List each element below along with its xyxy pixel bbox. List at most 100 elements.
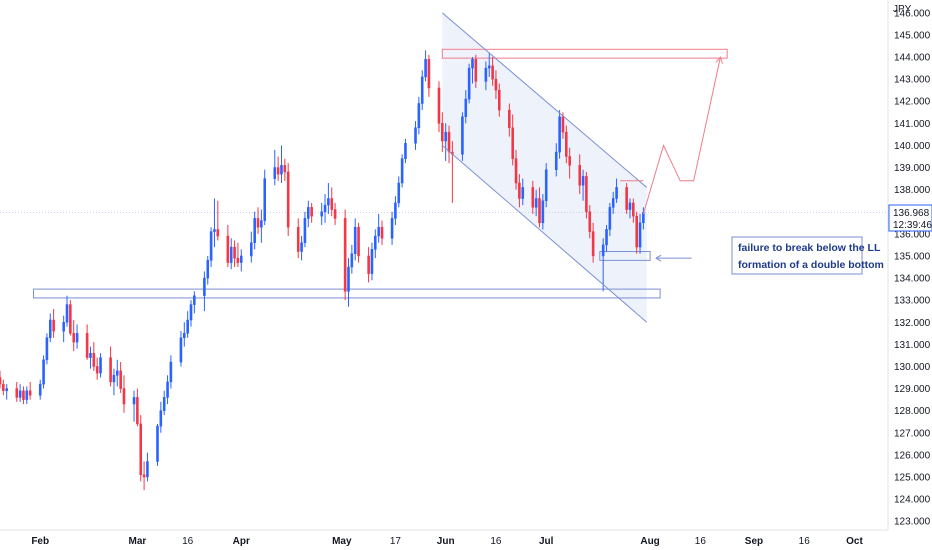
candle-body <box>374 235 377 250</box>
candle-body <box>491 65 494 80</box>
current-price-value: 136.968 <box>893 208 930 219</box>
x-tick-label: Aug <box>640 536 659 547</box>
candle-body <box>136 397 139 425</box>
candle-body <box>521 187 525 199</box>
candle-body <box>437 87 441 124</box>
projection-path <box>642 56 721 215</box>
candle <box>300 236 303 261</box>
candle-body <box>273 167 277 179</box>
candle <box>139 415 143 482</box>
annotation-box: failure to break below the LL formation … <box>731 236 884 275</box>
candle <box>638 213 642 254</box>
candle <box>203 271 206 312</box>
candle <box>494 70 498 100</box>
candle-body <box>538 198 541 224</box>
candle-body <box>568 156 571 166</box>
candle <box>38 379 42 400</box>
candle <box>310 202 313 223</box>
candle-body <box>239 255 243 263</box>
candle-body <box>635 215 638 248</box>
candle <box>605 225 608 252</box>
candle <box>568 147 571 179</box>
candle-body <box>189 304 193 321</box>
y-tick-label: 124.000 <box>894 495 931 506</box>
candle-body <box>638 222 642 248</box>
candle <box>239 249 243 272</box>
candle-body <box>447 131 451 153</box>
candle-body <box>159 410 163 427</box>
candle <box>601 238 605 292</box>
candle-body <box>18 390 22 398</box>
candle-body <box>611 198 615 208</box>
candle-body <box>417 103 421 129</box>
candle <box>534 189 538 217</box>
y-tick-label: 146.000 <box>894 8 931 19</box>
candle <box>183 322 186 347</box>
candle <box>518 174 521 208</box>
candle-body <box>146 461 149 478</box>
candle <box>45 333 49 365</box>
candle-body <box>370 249 374 274</box>
channel-fill-area <box>442 12 647 323</box>
x-tick-label: Oct <box>846 536 863 547</box>
candles <box>0 50 645 491</box>
candle <box>437 81 441 133</box>
candle <box>216 200 220 241</box>
candle-body <box>427 59 431 89</box>
candle-body <box>52 319 55 332</box>
candle <box>350 244 354 274</box>
candle <box>578 154 582 195</box>
candle <box>226 225 230 267</box>
y-tick-label: 138.000 <box>894 185 931 196</box>
x-tick-label: Jul <box>539 536 554 547</box>
candle-body <box>494 78 498 91</box>
candle-body <box>327 198 330 206</box>
candle-body <box>142 474 146 478</box>
y-tick-label: 145.000 <box>894 30 931 41</box>
plot-area <box>0 12 888 491</box>
candle-body <box>498 89 501 111</box>
candle-body <box>320 211 323 217</box>
double-bottom-box <box>599 251 651 261</box>
candle-body <box>276 167 280 175</box>
candle <box>511 114 514 166</box>
projection-arrowhead <box>715 56 723 64</box>
candle-body <box>48 319 52 338</box>
candle <box>474 54 478 88</box>
candle-body <box>591 231 595 257</box>
candle-body <box>518 182 521 199</box>
candle-body <box>514 158 518 184</box>
candle-body <box>92 352 96 367</box>
trend-lines <box>441 12 723 323</box>
candle-body <box>608 207 612 230</box>
candle <box>464 90 468 124</box>
candle-body <box>226 235 230 263</box>
candle-body <box>350 253 354 268</box>
candle-body <box>253 218 256 243</box>
candle-body <box>112 375 116 383</box>
candle-body <box>343 218 347 292</box>
candle-body <box>330 198 334 210</box>
candle <box>136 388 139 427</box>
candle-body <box>615 187 618 199</box>
candle <box>514 149 518 190</box>
candle-body <box>487 65 491 69</box>
candle <box>89 346 92 369</box>
candle-body <box>484 67 488 82</box>
candle <box>491 57 494 86</box>
candle <box>370 242 374 281</box>
candle <box>447 125 451 164</box>
candle-body <box>5 388 8 392</box>
candle <box>236 242 240 267</box>
candle <box>280 145 283 184</box>
candle <box>2 379 5 396</box>
candle <box>256 207 260 234</box>
candle <box>558 110 561 159</box>
candle-body <box>531 187 535 208</box>
candle <box>42 355 45 389</box>
candle-body <box>467 67 471 100</box>
candle <box>229 238 233 270</box>
candle-body <box>229 246 233 263</box>
candle-body <box>186 319 189 334</box>
